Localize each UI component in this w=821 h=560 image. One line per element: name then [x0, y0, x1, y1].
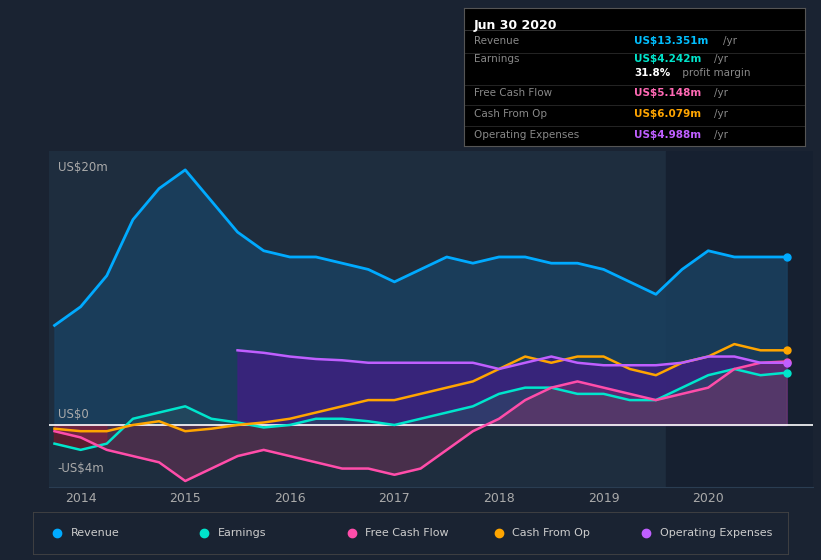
Text: /yr: /yr	[722, 36, 736, 46]
Text: -US$4m: -US$4m	[57, 462, 104, 475]
Text: Jun 30 2020: Jun 30 2020	[474, 20, 557, 32]
Text: Free Cash Flow: Free Cash Flow	[474, 88, 553, 99]
Text: Operating Expenses: Operating Expenses	[474, 129, 580, 139]
Text: Earnings: Earnings	[218, 529, 266, 538]
Text: 31.8%: 31.8%	[635, 68, 671, 78]
Text: US$6.079m: US$6.079m	[635, 109, 701, 119]
Text: US$5.148m: US$5.148m	[635, 88, 701, 99]
Bar	[667, 151, 813, 487]
Text: profit margin: profit margin	[678, 68, 750, 78]
Text: /yr: /yr	[714, 109, 728, 119]
Text: /yr: /yr	[714, 54, 728, 64]
Text: US$4.242m: US$4.242m	[635, 54, 702, 64]
Text: US$0: US$0	[57, 408, 89, 421]
Text: Revenue: Revenue	[474, 36, 519, 46]
Text: Cash From Op: Cash From Op	[512, 529, 590, 538]
Text: Cash From Op: Cash From Op	[474, 109, 547, 119]
Text: /yr: /yr	[714, 129, 728, 139]
Text: US$4.988m: US$4.988m	[635, 129, 701, 139]
Text: Revenue: Revenue	[71, 529, 119, 538]
Text: US$20m: US$20m	[57, 161, 108, 174]
Text: Free Cash Flow: Free Cash Flow	[365, 529, 449, 538]
Text: Operating Expenses: Operating Expenses	[660, 529, 772, 538]
Text: /yr: /yr	[714, 88, 728, 99]
Text: US$13.351m: US$13.351m	[635, 36, 709, 46]
Text: Earnings: Earnings	[474, 54, 520, 64]
